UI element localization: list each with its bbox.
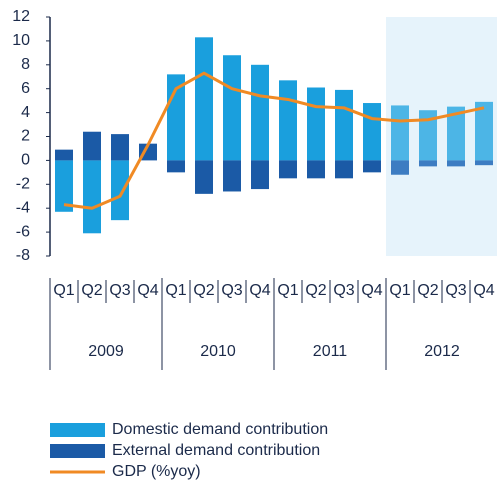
x-tick-label: Q4 [249, 282, 270, 299]
bar [111, 160, 129, 221]
x-tick-label: Q2 [81, 282, 102, 299]
x-tick-label: Q4 [473, 282, 494, 299]
x-tick-label: Q3 [445, 282, 466, 299]
bar [223, 160, 241, 192]
group-label: 2012 [424, 343, 460, 360]
bar [475, 101, 493, 161]
x-tick-label: Q1 [165, 282, 186, 299]
legend-label: GDP (%yoy) [112, 463, 201, 480]
bar [83, 131, 101, 161]
legend-swatch [50, 444, 105, 458]
group-label: 2011 [313, 343, 348, 360]
bar [83, 160, 101, 234]
y-tick-label: -4 [16, 199, 30, 216]
bar [335, 160, 353, 179]
bar [223, 55, 241, 161]
x-tick-label: Q4 [361, 282, 382, 299]
bar [475, 160, 493, 166]
y-tick-label: -8 [16, 247, 30, 264]
bar [55, 149, 73, 161]
bar [447, 106, 465, 161]
bar [195, 160, 213, 194]
legend-swatch [50, 423, 105, 437]
x-tick-label: Q1 [53, 282, 74, 299]
x-tick-label: Q1 [389, 282, 410, 299]
x-tick-label: Q2 [305, 282, 326, 299]
y-tick-label: 8 [21, 56, 30, 73]
bar [363, 160, 381, 173]
legend-label: Domestic demand contribution [112, 421, 328, 438]
x-tick-label: Q3 [333, 282, 354, 299]
bar [307, 87, 325, 161]
bar [419, 160, 437, 167]
bar [195, 37, 213, 161]
bar [391, 105, 409, 161]
y-tick-label: -6 [16, 223, 30, 240]
x-tick-label: Q3 [221, 282, 242, 299]
bar [111, 134, 129, 161]
y-tick-label: 2 [21, 128, 30, 145]
group-label: 2009 [88, 343, 124, 360]
y-tick-label: 10 [12, 32, 30, 49]
bar [251, 160, 269, 190]
x-tick-label: Q4 [137, 282, 158, 299]
bar [279, 160, 297, 179]
bar [167, 160, 185, 173]
y-tick-label: -2 [16, 176, 30, 193]
group-label: 2010 [200, 343, 236, 360]
bar [419, 110, 437, 161]
bar [307, 160, 325, 179]
x-tick-label: Q3 [109, 282, 130, 299]
bar [335, 89, 353, 161]
bar [55, 160, 73, 212]
y-tick-label: 0 [21, 152, 30, 169]
x-tick-label: Q2 [193, 282, 214, 299]
y-tick-label: 12 [12, 8, 30, 25]
bar [447, 160, 465, 167]
y-tick-label: 4 [21, 104, 30, 121]
x-tick-label: Q2 [417, 282, 438, 299]
x-tick-label: Q1 [277, 282, 298, 299]
bar [279, 80, 297, 161]
bar [251, 64, 269, 161]
gdp-line [63, 71, 485, 210]
y-tick-label: 6 [21, 80, 30, 97]
bar [391, 160, 409, 175]
legend-label: External demand contribution [112, 442, 320, 459]
bar [363, 103, 381, 161]
